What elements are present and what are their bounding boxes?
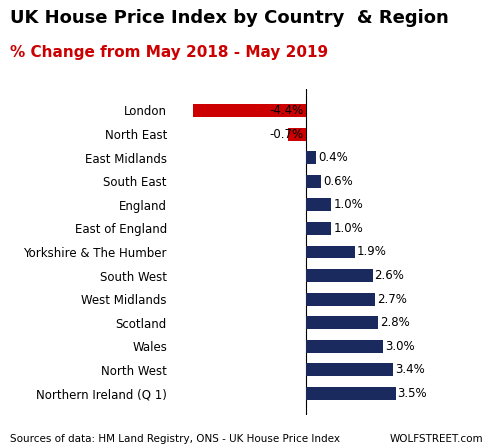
Text: 3.0%: 3.0% [385,340,415,353]
Bar [306,269,373,282]
Bar [306,222,331,235]
Text: 1.9%: 1.9% [356,245,387,259]
Text: 0.4%: 0.4% [318,151,348,164]
Text: -0.7%: -0.7% [270,128,304,140]
Text: UK House Price Index by Country  & Region: UK House Price Index by Country & Region [10,9,449,27]
Text: 1.0%: 1.0% [334,198,363,211]
Bar [306,316,378,329]
Text: % Change from May 2018 - May 2019: % Change from May 2018 - May 2019 [10,45,328,60]
Text: 2.6%: 2.6% [375,269,404,282]
Text: 1.0%: 1.0% [334,222,363,235]
Bar [306,293,375,306]
Bar [288,128,306,140]
Text: 2.7%: 2.7% [377,293,407,306]
Bar [306,151,316,164]
Bar [306,175,321,188]
Bar [306,198,331,211]
Bar [193,104,306,117]
Bar [306,245,354,259]
Text: Sources of data: HM Land Registry, ONS - UK House Price Index: Sources of data: HM Land Registry, ONS -… [10,434,340,444]
Text: 3.4%: 3.4% [395,363,425,376]
Text: 3.5%: 3.5% [398,387,427,400]
Bar [306,363,393,376]
Bar [306,387,395,400]
Text: -4.4%: -4.4% [270,104,304,117]
Text: 2.8%: 2.8% [380,316,410,329]
Bar [306,340,383,353]
Text: 0.6%: 0.6% [323,175,353,188]
Text: WOLFSTREET.com: WOLFSTREET.com [389,434,483,444]
